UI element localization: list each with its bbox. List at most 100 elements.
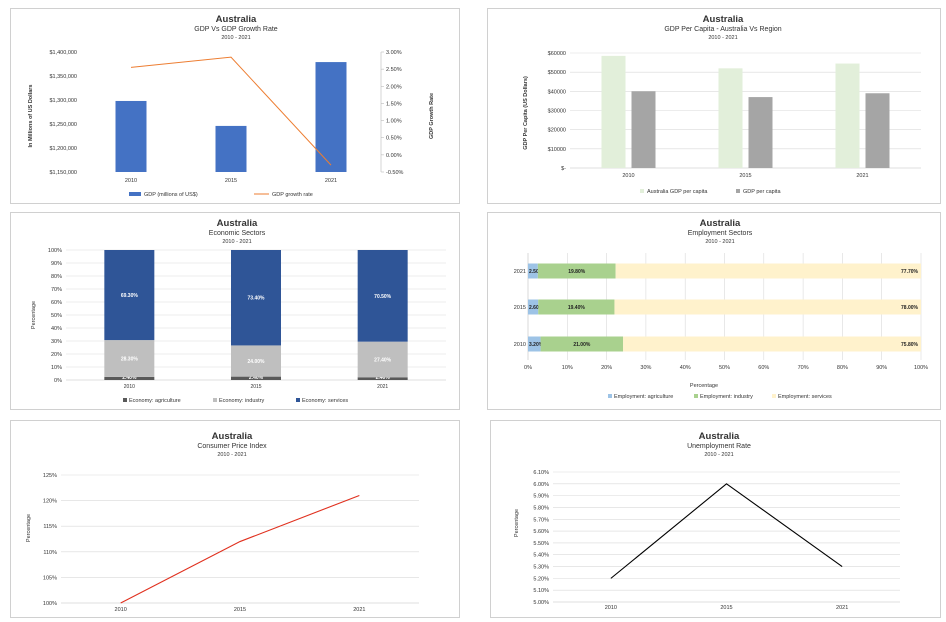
y2-tick-label: 1.00% <box>386 119 402 125</box>
chart-period: 2010 - 2021 <box>222 239 251 245</box>
y-tick-label: 5.70% <box>533 517 549 523</box>
y2-axis-title: GDP Growth Rate <box>429 93 435 139</box>
y-tick-label: $60000 <box>548 51 566 57</box>
employment-sectors-panel: Australia Employment Sectors 2010 - 2021… <box>487 212 941 410</box>
growth-rate-line <box>130 56 332 166</box>
chart-title: Australia <box>700 218 741 229</box>
y-tick-label: 10% <box>51 365 62 371</box>
cpi-svg: Australia Consumer Price Index 2010 - 20… <box>26 431 419 613</box>
x-tick-label: 2021 <box>325 178 337 184</box>
y-tick-label: $40000 <box>548 89 566 95</box>
y-tick-label: $1,300,000 <box>49 98 77 104</box>
y-tick-label: 5.00% <box>533 600 549 606</box>
chart-subtitle: Unemployment Rate <box>687 443 751 450</box>
x-tick-label: 50% <box>719 365 730 371</box>
y2-tick-label: 1.50% <box>386 101 402 107</box>
y-tick-label: 5.10% <box>533 588 549 594</box>
economy-industry-segment <box>357 341 408 378</box>
employment-services-segment <box>623 336 921 352</box>
y-tick-label: $1,200,000 <box>49 146 77 152</box>
data-label: 2.50% <box>529 269 544 275</box>
y2-tick-label: 0.50% <box>386 136 402 142</box>
y-tick-label: 125% <box>43 473 57 479</box>
y-tick-label: 0% <box>54 378 62 384</box>
y-tick-label: 5.90% <box>533 494 549 500</box>
unemployment-panel: Australia Unemployment Rate 2010 - 2021 … <box>490 420 941 618</box>
y-tick-label: $10000 <box>548 147 566 153</box>
y-tick-label: 5.60% <box>533 529 549 535</box>
y-tick-label: 5.80% <box>533 505 549 511</box>
y-tick-label: 6.10% <box>533 470 549 476</box>
employment-services-segment <box>615 263 921 279</box>
chart-subtitle: GDP Vs GDP Growth Rate <box>194 26 277 33</box>
chart-title: Australia <box>217 218 258 229</box>
y-tick-label: 5.30% <box>533 565 549 571</box>
legend-swatch-agriculture <box>608 394 612 398</box>
x-tick-label: 2021 <box>856 173 868 179</box>
chart-subtitle: GDP Per Capita - Australia Vs Region <box>664 26 781 33</box>
chart-title: Australia <box>699 431 740 442</box>
legend-services: Employment: services <box>778 394 832 400</box>
y-axis-title: In Millions of US Dollars <box>28 85 34 148</box>
y2-tick-label: 3.00% <box>386 50 402 56</box>
gdp-per-capita-svg: Australia GDP Per Capita - Australia Vs … <box>523 14 921 195</box>
x-tick-label: 2021 <box>353 607 365 613</box>
y-tick-label: 115% <box>43 524 57 530</box>
data-label: 2.40% <box>249 375 264 381</box>
economy-agriculture-segment <box>104 376 155 380</box>
y-tick-label: 40% <box>51 326 62 332</box>
chart-subtitle: Consumer Price Index <box>197 443 267 450</box>
data-label: 24.00% <box>248 359 266 365</box>
y-tick-label: $1,350,000 <box>49 74 77 80</box>
employment-agriculture-segment <box>528 263 538 279</box>
chart-period: 2010 - 2021 <box>705 239 734 245</box>
data-label: 19.80% <box>568 269 586 275</box>
employment-services-segment <box>614 299 921 315</box>
x-tick-label: 2015 <box>720 605 732 611</box>
y-tick-label: 5.40% <box>533 553 549 559</box>
x-tick-label: 70% <box>798 365 809 371</box>
gdp-per-capita-panel: Australia GDP Per Capita - Australia Vs … <box>487 8 941 204</box>
x-tick-label: 2010 <box>125 178 137 184</box>
data-label: 19.40% <box>568 305 586 311</box>
australia-gdp-per-capita-bar <box>718 68 743 168</box>
x-tick-label: 40% <box>680 365 691 371</box>
australia-gdp-per-capita-bar <box>835 63 860 168</box>
x-tick-label: 30% <box>640 365 651 371</box>
x-tick-label: 60% <box>758 365 769 371</box>
y-tick-label: 100% <box>48 248 62 254</box>
legend-region: GDP per capita <box>743 189 781 195</box>
y-axis-title: GDP Per Capita (US Dollars) <box>523 76 529 150</box>
employment-agriculture-segment <box>528 299 539 315</box>
y-tick-label: $- <box>561 166 566 172</box>
y2-tick-label: 2.00% <box>386 84 402 90</box>
x-tick-label: 80% <box>837 365 848 371</box>
legend-growth: GDP growth rate <box>272 192 313 198</box>
gdp-bar <box>315 62 347 172</box>
x-tick-label: 2010 <box>124 384 135 390</box>
data-label: 2.40% <box>376 375 391 381</box>
economy-agriculture-segment <box>357 377 408 380</box>
y-tick-label: 60% <box>51 300 62 306</box>
cpi-panel: Australia Consumer Price Index 2010 - 20… <box>10 420 460 618</box>
chart-period: 2010 - 2021 <box>217 452 246 458</box>
legend-swatch-industry <box>213 398 217 402</box>
chart-period: 2010 - 2021 <box>704 452 733 458</box>
gdp-bar <box>215 125 247 172</box>
australia-gdp-per-capita-bar <box>601 55 626 168</box>
y-tick-label: 100% <box>43 601 57 607</box>
x-tick-label: 10% <box>562 365 573 371</box>
y2-tick-label: -0.50% <box>386 170 404 176</box>
x-tick-label: 2010 <box>622 173 634 179</box>
economy-services-segment <box>104 250 155 341</box>
region-gdp-per-capita-bar <box>631 91 656 168</box>
chart-title: Australia <box>216 14 257 25</box>
x-tick-label: 2015 <box>250 384 261 390</box>
y2-tick-label: 0.00% <box>386 153 402 159</box>
x-tick-label: 2021 <box>377 384 388 390</box>
data-label: 70.50% <box>374 294 392 300</box>
y-tick-label: 2021 <box>514 269 526 275</box>
data-label: 78.00% <box>901 305 919 311</box>
y-tick-label: 110% <box>43 550 57 556</box>
legend-swatch-region <box>736 189 740 193</box>
